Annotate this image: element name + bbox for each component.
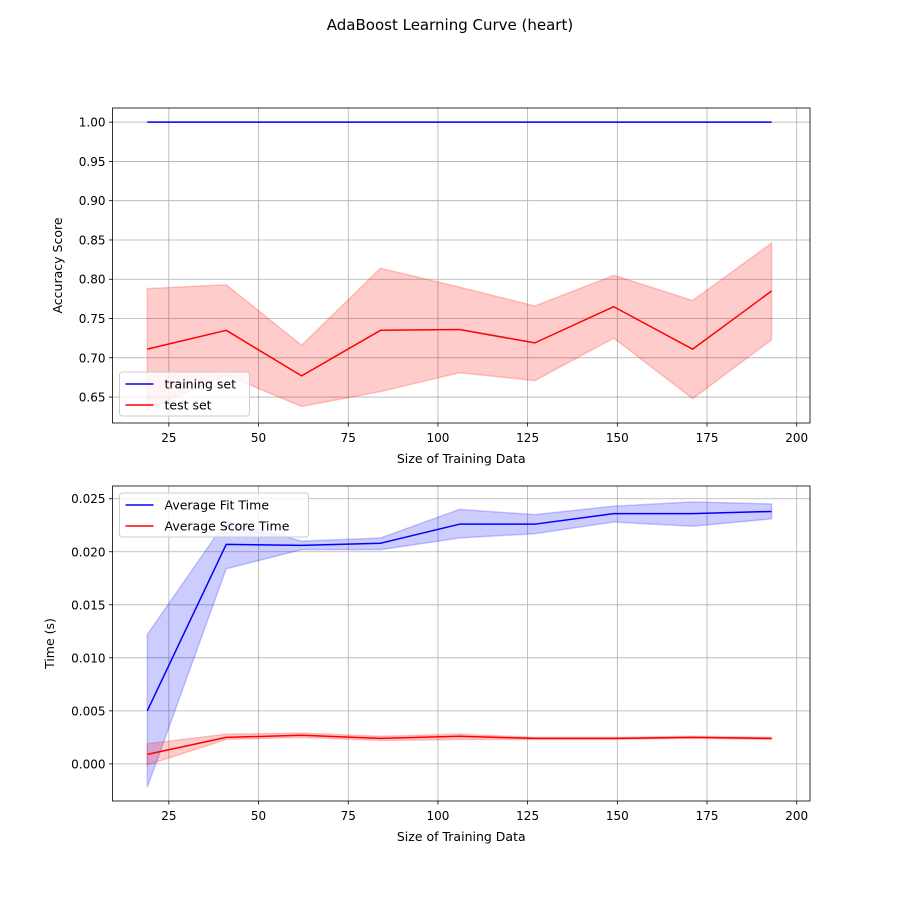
x-tick-label: 75 [341,431,356,445]
accuracy-subplot: 25 50 75 100 125 150 175 200 0.65 0.70 0.75 0.80 0.8… [50,107,811,466]
y-tick-label: 0.75 [79,312,106,326]
y-axis-label: Time (s) [42,618,57,670]
x-tick-label: 100 [426,431,449,445]
legend-box [119,492,309,538]
time-subplot: 25 50 75 100 125 150 175 200 0.000 0.005 0.010 0.01… [42,485,811,844]
axes-frame [112,485,811,802]
x-tick-label: 175 [696,431,719,445]
figure-title: AdaBoost Learning Curve (heart) [327,16,573,34]
series-line [147,734,772,756]
y-tick-label: 0.95 [79,155,106,169]
y-tick-label: 1.00 [79,116,106,130]
series-line [147,290,773,377]
confidence-band [146,241,773,411]
x-tick-label: 25 [161,431,176,445]
x-tick-label: 100 [426,809,449,823]
y-tick-label: 0.65 [79,391,106,405]
x-axis-label: Size of Training Data [397,451,526,466]
x-tick-label: 175 [696,809,719,823]
series-line [146,510,772,712]
x-axis-label: Size of Training Data [397,829,526,844]
x-tick-label: 50 [251,809,266,823]
x-tick-label: 150 [606,431,629,445]
y-axis-label: Accuracy Score [50,217,65,313]
legend-label: test set [165,398,212,413]
x-tick-label: 125 [516,809,539,823]
confidence-band [146,732,773,766]
y-tick-label: 0.000 [71,757,105,771]
x-tick-label: 125 [516,431,539,445]
x-tick-label: 200 [785,431,808,445]
y-tick-label: 0.005 [71,704,105,718]
y-tick-label: 0.010 [71,651,105,665]
x-tick-label: 25 [161,809,176,823]
legend-label: training set [165,377,237,392]
y-tick-label: 0.020 [71,545,105,559]
axes-frame [112,107,811,424]
y-tick-label: 0.90 [79,194,106,208]
legend-label: Average Score Time [165,519,290,534]
x-tick-label: 150 [606,809,629,823]
legend-label: Average Fit Time [165,498,270,513]
y-tick-label: 0.70 [79,351,106,365]
y-tick-label: 0.015 [71,598,105,612]
y-tick-label: 0.85 [79,233,106,247]
x-tick-label: 50 [251,431,266,445]
y-tick-label: 0.80 [79,273,106,287]
x-tick-label: 200 [785,809,808,823]
x-tick-label: 75 [341,809,356,823]
confidence-band [146,501,773,788]
y-tick-label: 0.025 [71,492,105,506]
